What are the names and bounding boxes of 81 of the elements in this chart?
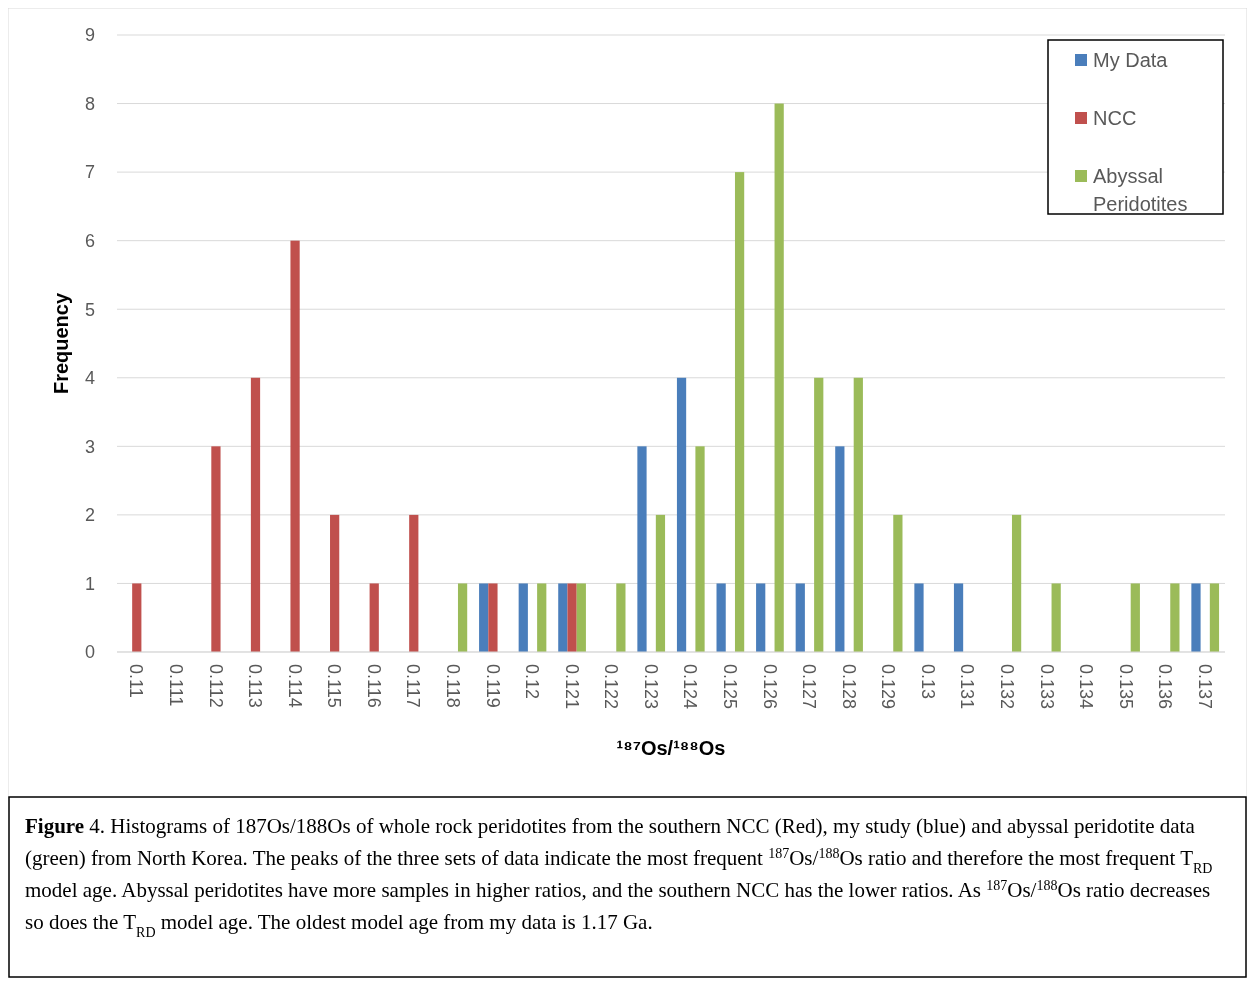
x-tick-label: 0.133 — [1036, 664, 1057, 710]
bar — [558, 583, 568, 652]
bar — [479, 583, 489, 652]
bar — [655, 514, 666, 652]
y-tick-label: 1 — [84, 573, 95, 594]
legend-label: NCC — [1093, 107, 1137, 129]
y-axis-title: Frequency — [50, 292, 72, 395]
bar — [518, 583, 528, 652]
x-tick-label: 0.111 — [166, 664, 187, 707]
bar — [1170, 583, 1180, 652]
x-tick-label: 0.13 — [917, 664, 938, 700]
y-tick-label: 3 — [84, 436, 95, 457]
bar — [488, 583, 498, 652]
x-tick-label: 0.114 — [284, 664, 305, 708]
bar — [756, 583, 766, 652]
x-tick-label: 0.124 — [680, 664, 701, 710]
text: Figure 4. Histograms of 187Os/188Os of whole rock peridotites from the southern NCC (Red), my study (blue) and abyssal peridotite data (green) from North Korea. The peaks of the three sets of data indicate the most frequent $^{187}$Os/$^{188}$Os ratio and therefore the most frequent T$_{RD}$ model age. Abyssal peridotites have more samples in higher ratios, and the southern NCC has the lower ratios. As $^{187}$Os/$^{188}$Os ratio decreases so does the T$_{RD}$ model age. The oldest model age from my data is 1.17 Ga. — [25, 814, 1213, 940]
bar — [695, 446, 705, 652]
x-tick-label: 0.112 — [205, 664, 226, 708]
bar — [457, 583, 468, 652]
y-tick-label: 6 — [84, 230, 95, 251]
bar — [914, 583, 924, 652]
x-tick-label: 0.125 — [720, 664, 741, 710]
bar — [330, 514, 340, 652]
legend-label: My Data — [1093, 49, 1169, 71]
y-tick-label: 9 — [84, 25, 95, 46]
y-tick-label: 7 — [84, 162, 95, 183]
x-tick-label: 0.118 — [443, 664, 464, 708]
bar — [576, 583, 586, 652]
x-tick-label: 0.127 — [799, 664, 820, 710]
x-tick-label: 0.134 — [1076, 664, 1097, 710]
x-tick-label: 0.136 — [1155, 664, 1176, 710]
y-tick-label: 0 — [84, 642, 95, 663]
x-tick-label: 0.121 — [561, 664, 582, 710]
legend-label: Abyssal Peridotites — [1093, 165, 1188, 215]
y-tick-label: 2 — [84, 505, 95, 526]
x-tick-label: 0.115 — [324, 664, 345, 708]
bar — [409, 514, 419, 652]
bar — [1130, 583, 1140, 652]
bar — [716, 583, 726, 652]
bar — [567, 583, 577, 652]
x-tick-label: 0.11 — [126, 664, 147, 698]
bar — [1191, 583, 1201, 652]
x-tick-label: 0.117 — [403, 664, 424, 708]
bar — [537, 583, 547, 652]
bar — [953, 583, 964, 652]
x-tick-label: 0.119 — [482, 664, 503, 708]
x-tick-label: 0.137 — [1194, 664, 1215, 710]
x-tick-label: 0.116 — [363, 664, 384, 708]
x-tick-label: 0.113 — [245, 664, 266, 708]
x-tick-label: 0.131 — [957, 664, 978, 710]
bar — [814, 377, 824, 652]
bar — [369, 583, 379, 652]
x-tick-label: 0.129 — [878, 664, 899, 710]
x-tick-label: 0.128 — [838, 664, 859, 710]
x-tick-label: 0.135 — [1115, 664, 1136, 710]
bar — [774, 103, 784, 652]
bar — [1011, 514, 1022, 652]
bar — [132, 583, 142, 652]
bar — [616, 583, 626, 652]
bar — [290, 240, 300, 652]
bar — [835, 446, 845, 652]
bar — [250, 377, 261, 652]
bar — [734, 172, 745, 652]
bar — [676, 377, 687, 652]
x-axis-title: ¹⁸⁷Os/¹⁸⁸Os — [616, 737, 726, 759]
bar — [1209, 583, 1220, 652]
y-tick-label: 8 — [84, 93, 95, 114]
bar — [893, 514, 903, 652]
x-tick-label: 0.123 — [640, 664, 661, 710]
x-tick-label: 0.122 — [601, 664, 622, 710]
bar — [853, 377, 863, 652]
x-tick-label: 0.12 — [522, 664, 543, 700]
x-tick-label: 0.132 — [997, 664, 1018, 710]
y-tick-label: 4 — [84, 368, 95, 389]
bar — [1051, 583, 1061, 652]
x-tick-label: 0.126 — [759, 664, 780, 710]
bar — [795, 583, 805, 652]
bar — [211, 446, 221, 652]
y-tick-label: 5 — [84, 299, 95, 320]
bar — [637, 446, 647, 652]
